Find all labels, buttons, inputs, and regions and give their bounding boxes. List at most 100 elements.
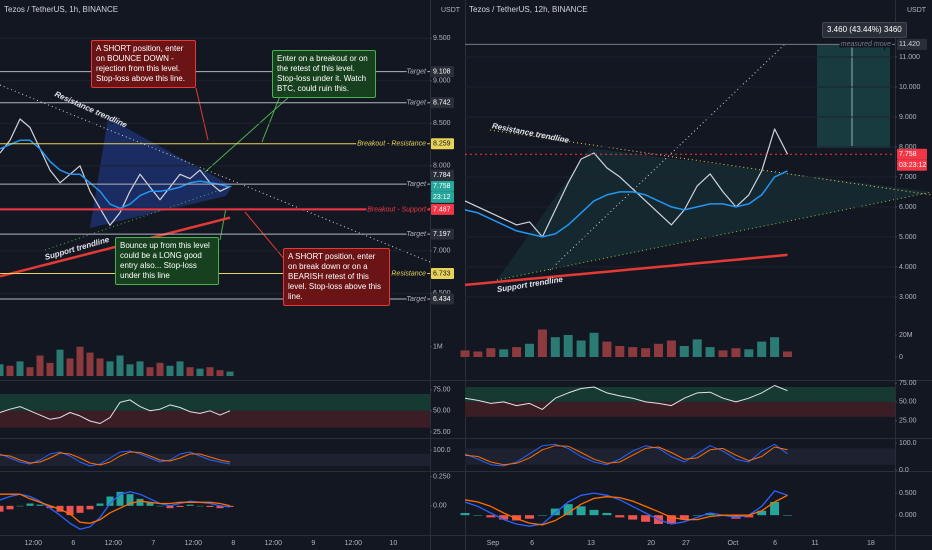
bar [46,505,54,509]
price-tag-label: 6.434 [433,296,451,303]
bar [156,362,164,376]
y-tick-label: 8.000 [899,144,917,151]
x-tick-label: 12:00 [185,540,203,547]
price-tag-label: 7.758 [433,183,451,190]
bar [56,349,64,376]
bar [602,341,612,357]
y-tick-label: 0 [899,354,903,361]
level-label: Breakout - Resistance [357,141,426,148]
band [465,401,895,417]
connector [219,207,227,241]
price-tag-label: 9.108 [433,68,451,75]
y-tick-label: 7.000 [899,174,917,181]
y-tick-label: 9.000 [899,114,917,121]
price-tag [431,191,454,203]
bar [86,352,94,376]
bar [512,515,522,521]
bar [166,505,174,509]
bar [757,341,767,357]
x-tick-label: 12:00 [265,540,283,547]
bar [196,368,204,376]
measured-move-box [817,44,890,148]
connector [195,87,209,141]
bar [96,503,104,506]
x-tick-label: 6 [71,540,75,547]
bar [782,515,793,516]
price-tag-label: 03:23:12 [899,162,926,169]
x-tick-label: 12:00 [345,540,363,547]
bar [705,347,715,357]
price-tag [431,180,454,192]
bar [486,348,496,357]
series-line [464,490,788,527]
y-tick-label: 0.250 [433,474,451,481]
series-line [0,118,231,226]
bar [757,510,767,516]
trendline [0,84,431,263]
x-tick-label: Sep [487,540,500,547]
level-label: measured move [841,41,891,48]
y-tick-label: 50.00 [433,408,451,415]
band [0,454,430,466]
y-tick-label: 0.0 [899,467,909,474]
bar [26,367,34,376]
bar [86,505,94,510]
bar [176,361,184,376]
price-tag [431,66,454,78]
bar [512,347,522,357]
bar [176,505,184,507]
bar [550,337,560,357]
price-tag-label: 8.259 [433,141,451,148]
x-tick-label: 6 [530,540,534,547]
bar [628,347,638,357]
y-tick-label: 50.00 [899,399,917,406]
level-label: Target [406,231,427,238]
price-tag [431,169,454,181]
bar [76,505,84,513]
band [0,410,430,428]
bar [66,358,74,376]
connector [244,211,286,261]
bar [692,515,702,516]
level-label: Target [406,296,427,303]
axis-unit: USDT [441,7,461,14]
y-tick-label: 25.00 [433,429,451,436]
y-tick-label: 8.000 [433,163,451,170]
connector [204,95,291,173]
price-tag [431,97,454,109]
bar [226,371,234,376]
y-tick-label: 1M [433,344,443,351]
price-tag-label: 7.758 [899,151,917,158]
bar [186,504,194,506]
price-tag [897,148,927,160]
axis-unit: USDT [907,7,927,14]
x-tick-label: 13 [587,540,595,547]
bar [206,505,214,507]
series-line [464,128,789,238]
bar [0,505,4,512]
bar [6,505,14,510]
bar [602,512,612,516]
bar [666,340,676,357]
y-tick-label: 3.000 [899,294,917,301]
y-tick-label: 10.000 [899,84,921,91]
y-tick-label: 0.000 [899,512,917,519]
price-tag [431,138,454,150]
bar [641,515,651,522]
x-tick-label: Oct [727,540,738,547]
pattern-fill [497,148,932,280]
bar [186,367,194,376]
bar [524,343,535,357]
y-tick-label: 7.000 [433,248,451,255]
chart-title: Tezos / TetherUS, 12h, BINANCE [469,5,588,14]
bar [653,343,664,357]
series-line [464,253,788,287]
bar [615,345,625,357]
x-tick-label: 18 [867,540,875,547]
series-line [0,399,231,424]
y-tick-label: 9.000 [433,78,451,85]
bar [537,329,547,357]
price-tag [431,268,454,280]
price-tag [431,228,454,240]
level-label: Target [406,181,427,188]
